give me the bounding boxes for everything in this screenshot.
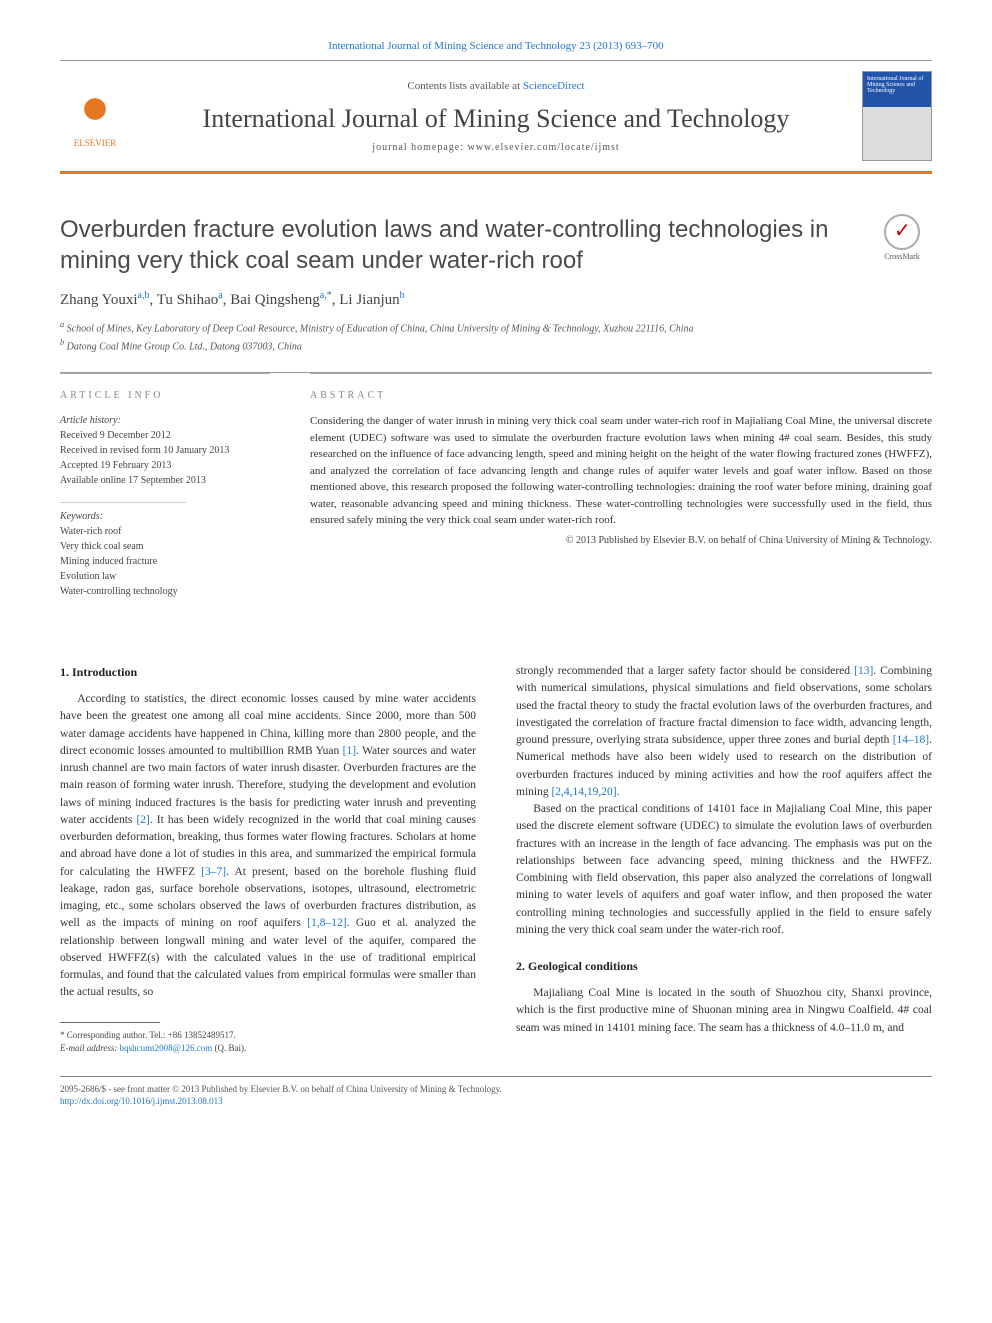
left-column: 1. Introduction According to statistics,… bbox=[60, 663, 476, 1056]
email-label: E-mail address: bbox=[60, 1043, 117, 1053]
contents-label: Contents lists available at bbox=[407, 80, 520, 92]
author-2: Tu Shihao bbox=[157, 292, 219, 308]
section-2-para: Majialiang Coal Mine is located in the s… bbox=[516, 985, 932, 1037]
section-1-continued: strongly recommended that a larger safet… bbox=[516, 663, 932, 801]
journal-cover-thumbnail: International Journal of Mining Science … bbox=[862, 71, 932, 161]
affiliations: a School of Mines, Key Laboratory of Dee… bbox=[60, 319, 932, 354]
doi-link[interactable]: http://dx.doi.org/10.1016/j.ijmst.2013.0… bbox=[60, 1096, 223, 1106]
contents-line: Contents lists available at ScienceDirec… bbox=[130, 80, 862, 92]
corresponding-author: * Corresponding author. Tel.: +86 138524… bbox=[60, 1029, 476, 1043]
author-1: Zhang Youxi bbox=[60, 292, 138, 308]
ref-link[interactable]: [1,8–12] bbox=[307, 917, 346, 929]
keywords-block: Keywords: Water-rich roof Very thick coa… bbox=[60, 502, 270, 599]
journal-name: International Journal of Mining Science … bbox=[130, 104, 862, 134]
author-2-aff[interactable]: a bbox=[218, 290, 222, 301]
affiliation-a: a School of Mines, Key Laboratory of Dee… bbox=[60, 319, 932, 336]
keyword: Water-controlling technology bbox=[60, 584, 270, 599]
email-line: E-mail address: bqshcumt2008@126.com (Q.… bbox=[60, 1042, 476, 1056]
ref-link[interactable]: [1] bbox=[343, 745, 356, 757]
elsevier-tree-icon bbox=[70, 84, 120, 134]
abstract-label: ABSTRACT bbox=[310, 390, 932, 401]
keyword: Evolution law bbox=[60, 569, 270, 584]
online-date: Available online 17 September 2013 bbox=[60, 473, 270, 488]
keywords-label: Keywords: bbox=[60, 509, 270, 524]
section-2-heading: 2. Geological conditions bbox=[516, 957, 932, 975]
right-column: strongly recommended that a larger safet… bbox=[516, 663, 932, 1056]
publisher-name: ELSEVIER bbox=[60, 138, 130, 148]
running-head: International Journal of Mining Science … bbox=[60, 40, 932, 52]
elsevier-logo: ELSEVIER bbox=[60, 84, 130, 148]
section-1-para: According to statistics, the direct econ… bbox=[60, 691, 476, 1002]
received-date: Received 9 December 2012 bbox=[60, 428, 270, 443]
keyword: Mining induced fracture bbox=[60, 554, 270, 569]
author-list: Zhang Youxia,b, Tu Shihaoa, Bai Qingshen… bbox=[60, 290, 932, 309]
abstract-text: Considering the danger of water inrush i… bbox=[310, 413, 932, 529]
citation-link[interactable]: International Journal of Mining Science … bbox=[328, 40, 663, 52]
author-4: Li Jianjun bbox=[339, 292, 399, 308]
accepted-date: Accepted 19 February 2013 bbox=[60, 458, 270, 473]
corresponding-email-link[interactable]: bqshcumt2008@126.com bbox=[120, 1043, 213, 1053]
section-1-heading: 1. Introduction bbox=[60, 663, 476, 681]
article-title: Overburden fracture evolution laws and w… bbox=[60, 214, 872, 276]
author-3-aff[interactable]: a,* bbox=[320, 290, 332, 301]
crossmark-icon bbox=[884, 214, 920, 250]
author-1-aff[interactable]: a,b bbox=[138, 290, 150, 301]
ref-link[interactable]: [2] bbox=[136, 814, 149, 826]
keyword: Water-rich roof bbox=[60, 524, 270, 539]
publication-banner: ELSEVIER Contents lists available at Sci… bbox=[60, 60, 932, 174]
author-4-aff[interactable]: b bbox=[400, 290, 405, 301]
revised-date: Received in revised form 10 January 2013 bbox=[60, 443, 270, 458]
ref-link[interactable]: [14–18] bbox=[893, 734, 929, 746]
issn-line: 2095-2686/$ - see front matter © 2013 Pu… bbox=[60, 1083, 932, 1096]
footnotes: * Corresponding author. Tel.: +86 138524… bbox=[60, 1029, 476, 1056]
author-3: Bai Qingsheng bbox=[230, 292, 320, 308]
history-label: Article history: bbox=[60, 413, 270, 428]
journal-homepage: journal homepage: www.elsevier.com/locat… bbox=[130, 142, 862, 153]
article-info-label: ARTICLE INFO bbox=[60, 390, 270, 401]
affiliation-b: b Datong Coal Mine Group Co. Ltd., Daton… bbox=[60, 337, 932, 354]
crossmark-badge[interactable]: CrossMark bbox=[872, 214, 932, 261]
section-1-para-3: Based on the practical conditions of 141… bbox=[516, 801, 932, 939]
email-suffix: (Q. Bai). bbox=[214, 1043, 246, 1053]
article-history: Article history: Received 9 December 201… bbox=[60, 413, 270, 488]
keyword: Very thick coal seam bbox=[60, 539, 270, 554]
abstract-copyright: © 2013 Published by Elsevier B.V. on beh… bbox=[310, 535, 932, 546]
footnote-rule bbox=[60, 1022, 160, 1023]
ref-link[interactable]: [13] bbox=[854, 665, 873, 677]
sciencedirect-link[interactable]: ScienceDirect bbox=[523, 80, 585, 92]
ref-link[interactable]: [2,4,14,19,20] bbox=[551, 786, 616, 798]
crossmark-label: CrossMark bbox=[884, 252, 920, 261]
footer-bar: 2095-2686/$ - see front matter © 2013 Pu… bbox=[60, 1076, 932, 1108]
ref-link[interactable]: [3–7] bbox=[201, 866, 226, 878]
